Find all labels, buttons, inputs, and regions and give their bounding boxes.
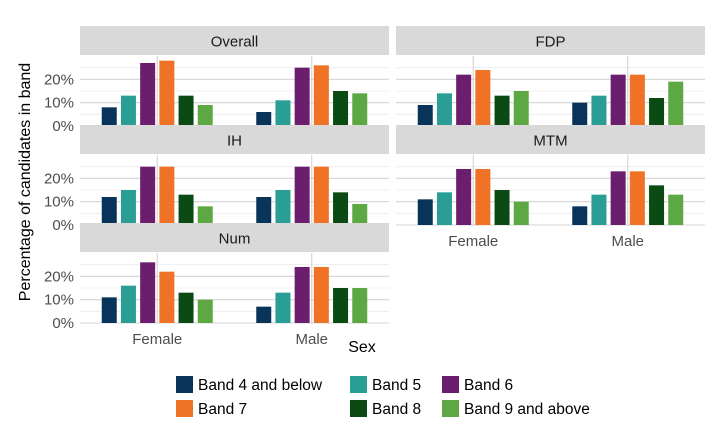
- bar-num-male-band2: [294, 267, 310, 323]
- x-tick-label-num-female: Female: [132, 331, 182, 348]
- bar-fdp-male-band4: [649, 98, 665, 126]
- facet-strip-overall: [80, 26, 389, 55]
- x-axis-title: Sex: [348, 339, 376, 356]
- facet-title-ih: IH: [227, 133, 242, 150]
- legend-swatch-band4: [350, 400, 367, 417]
- bar-overall-male-band3: [313, 65, 329, 126]
- legend-label-band1: Band 5: [372, 377, 421, 394]
- bar-fdp-female-band4: [494, 95, 510, 126]
- bar-ih-female-band1: [120, 190, 136, 225]
- x-tick-label-num-male: Male: [295, 331, 328, 348]
- legend-swatch-band2: [442, 376, 459, 393]
- bar-ih-male-band2: [294, 166, 310, 225]
- bar-num-female-band0: [101, 297, 117, 323]
- y-tick-label-num-10: 10%: [44, 292, 74, 309]
- bar-mtm-female-band4: [494, 190, 510, 225]
- facet-strip-mtm: [396, 125, 705, 154]
- bar-overall-female-band3: [159, 60, 175, 126]
- bar-num-male-band1: [275, 292, 291, 323]
- x-tick-label-mtm-female: Female: [448, 233, 498, 250]
- bar-num-female-band4: [178, 292, 194, 323]
- bar-fdp-female-band3: [475, 70, 491, 126]
- bar-overall-female-band2: [140, 63, 156, 126]
- bar-mtm-male-band4: [649, 185, 665, 225]
- bar-fdp-male-band1: [591, 95, 607, 126]
- bar-ih-male-band4: [333, 192, 349, 225]
- bar-mtm-male-band0: [572, 206, 588, 225]
- bar-num-male-band4: [333, 288, 349, 323]
- legend-swatch-band0: [176, 376, 193, 393]
- bar-mtm-female-band5: [513, 201, 529, 225]
- facet-title-fdp: FDP: [536, 34, 566, 51]
- bar-mtm-male-band1: [591, 194, 607, 225]
- bar-fdp-male-band3: [629, 74, 645, 126]
- bar-ih-female-band0: [101, 197, 117, 225]
- bar-num-female-band3: [159, 271, 175, 323]
- y-tick-label-overall-0: 0%: [52, 118, 74, 135]
- y-tick-label-ih-20: 20%: [44, 170, 74, 187]
- bar-num-male-band3: [313, 267, 329, 323]
- bar-ih-male-band1: [275, 190, 291, 225]
- legend-swatch-band1: [350, 376, 367, 393]
- bar-mtm-male-band2: [610, 171, 626, 225]
- bar-mtm-female-band3: [475, 169, 491, 225]
- bar-num-female-band2: [140, 262, 156, 323]
- bar-num-female-band5: [197, 299, 213, 323]
- bar-ih-female-band5: [197, 206, 213, 225]
- y-tick-label-ih-10: 10%: [44, 194, 74, 211]
- legend-swatch-band3: [176, 400, 193, 417]
- legend-label-band3: Band 7: [198, 401, 247, 418]
- bar-fdp-male-band0: [572, 102, 588, 126]
- y-tick-label-num-20: 20%: [44, 268, 74, 285]
- y-tick-label-num-0: 0%: [52, 315, 74, 332]
- bar-ih-male-band3: [313, 166, 329, 225]
- x-tick-label-mtm-male: Male: [611, 233, 644, 250]
- bar-mtm-female-band1: [436, 192, 452, 225]
- bar-overall-male-band0: [256, 112, 272, 126]
- bar-overall-female-band0: [101, 107, 117, 126]
- y-tick-label-overall-20: 20%: [44, 71, 74, 88]
- bar-overall-female-band1: [120, 95, 136, 126]
- bar-ih-male-band0: [256, 197, 272, 225]
- bar-overall-male-band5: [352, 93, 368, 126]
- bar-fdp-female-band1: [436, 93, 452, 126]
- bar-fdp-female-band2: [456, 74, 472, 126]
- bar-ih-female-band4: [178, 194, 194, 225]
- facet-strip-num: [80, 223, 389, 252]
- bar-mtm-female-band0: [417, 199, 433, 225]
- bar-fdp-female-band0: [417, 105, 433, 126]
- facet-strip-ih: [80, 125, 389, 154]
- bar-overall-female-band5: [197, 105, 213, 126]
- bar-fdp-male-band5: [668, 81, 684, 126]
- bar-overall-male-band2: [294, 67, 310, 126]
- bar-fdp-female-band5: [513, 91, 529, 126]
- bar-overall-male-band4: [333, 91, 349, 126]
- bar-mtm-male-band5: [668, 194, 684, 225]
- y-tick-label-overall-10: 10%: [44, 95, 74, 112]
- bar-ih-female-band3: [159, 166, 175, 225]
- bar-overall-female-band4: [178, 95, 194, 126]
- facet-title-mtm: MTM: [533, 133, 567, 150]
- bar-num-male-band5: [352, 288, 368, 323]
- y-tick-label-ih-0: 0%: [52, 217, 74, 234]
- legend-label-band4: Band 8: [372, 401, 421, 418]
- bar-overall-male-band1: [275, 100, 291, 126]
- bar-fdp-male-band2: [610, 74, 626, 126]
- bar-mtm-male-band3: [629, 171, 645, 225]
- y-axis-title: Percentage of candidates in band: [17, 63, 34, 301]
- legend-swatch-band5: [442, 400, 459, 417]
- facet-title-overall: Overall: [211, 34, 259, 51]
- bar-ih-female-band2: [140, 166, 156, 225]
- facet-strip-fdp: [396, 26, 705, 55]
- bar-num-female-band1: [120, 285, 136, 323]
- facet-title-num: Num: [219, 231, 251, 248]
- legend-label-band0: Band 4 and below: [198, 377, 323, 394]
- legend-label-band5: Band 9 and above: [464, 401, 590, 418]
- bar-num-male-band0: [256, 306, 272, 323]
- bar-mtm-female-band2: [456, 169, 472, 225]
- bar-ih-male-band5: [352, 204, 368, 225]
- legend-label-band2: Band 6: [464, 377, 513, 394]
